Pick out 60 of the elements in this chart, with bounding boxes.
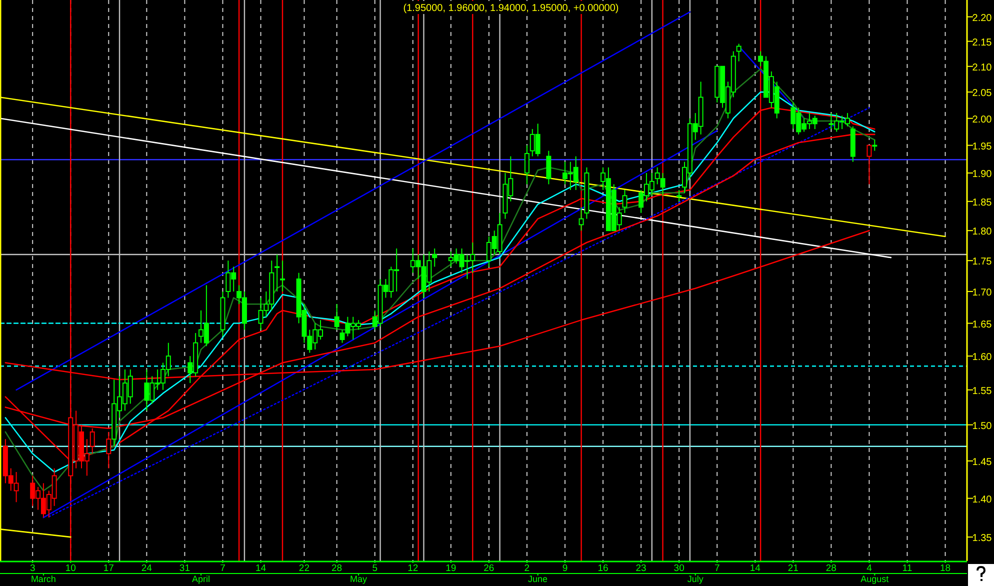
x-tick-label: 16 [598, 563, 608, 574]
y-tick-label: 2.20 [972, 12, 992, 24]
x-tick-label: 17 [103, 563, 114, 574]
candlestick [280, 260, 285, 292]
y-tick-label: 1.35 [972, 533, 992, 544]
x-tick-label: 26 [484, 563, 494, 574]
x2-tick-label: July [687, 574, 704, 584]
candlestick [334, 304, 340, 330]
chart-title: (1.95000, 1.96000, 1.94000, 1.95000, +0.00000) [403, 3, 619, 14]
x2-tick-label: August [860, 574, 890, 584]
x-tick-label: 19 [446, 563, 456, 574]
y-tick-label: 1.70 [972, 287, 992, 298]
y-tick-label: 1.95 [972, 141, 992, 152]
x2-tick-label: May [350, 574, 368, 584]
x-tick-label: 24 [141, 563, 152, 574]
x-tick-label: 7 [714, 563, 720, 574]
x-tick-label: 14 [750, 563, 760, 574]
y-tick-label: 2.10 [972, 62, 992, 74]
candlestick [524, 144, 530, 185]
y-tick-label: 1.65 [972, 319, 992, 330]
y-tick-label: 1.50 [972, 420, 992, 432]
x-tick-label: 14 [255, 563, 266, 574]
x-tick-label: 31 [179, 563, 190, 574]
x2-tick-label: April [192, 574, 210, 584]
x-tick-label: 2 [524, 563, 530, 574]
y-tick-label: 2.15 [972, 37, 992, 48]
y-tick-label: 2.00 [972, 114, 992, 126]
x-tick-label: 30 [674, 563, 684, 574]
x-tick-label: 7 [220, 563, 226, 574]
candlestick [432, 248, 438, 268]
y-tick-label: 1.60 [972, 352, 992, 364]
x2-tick-label: March [30, 574, 56, 584]
x-tick-label: 22 [298, 563, 310, 574]
x-tick-label: 12 [408, 563, 418, 574]
y-tick-label: 1.45 [972, 456, 992, 468]
y-tick-label: 1.40 [972, 494, 992, 506]
candlestick [676, 189, 682, 202]
x-tick-label: 11 [902, 563, 912, 574]
x-tick-label: 10 [65, 563, 76, 574]
x-tick-label: 3 [30, 563, 36, 574]
x-tick-label: 4 [866, 563, 872, 574]
x-tick-label: 9 [562, 563, 568, 574]
candlestick [546, 150, 552, 185]
x-tick-label: 28 [826, 563, 836, 574]
candlestick [578, 206, 584, 232]
candlestick [622, 189, 628, 214]
y-tick-label: 1.75 [972, 256, 992, 268]
y-tick-label: 1.85 [972, 197, 992, 208]
y-tick-label: 1.55 [972, 386, 992, 397]
x-tick-label: 23 [636, 563, 646, 574]
y-tick-label: 2.05 [972, 88, 992, 100]
candlestick [274, 254, 280, 292]
y-tick-label: 1.80 [972, 226, 992, 238]
x-tick-label: 21 [788, 563, 798, 574]
candlestick [736, 43, 742, 62]
x-tick-label: 18 [940, 563, 951, 574]
x2-tick-label: June [528, 574, 548, 584]
x-tick-label: 5 [372, 563, 378, 574]
x-tick-label: 28 [332, 563, 342, 574]
y-tick-label: 1.90 [972, 168, 992, 180]
